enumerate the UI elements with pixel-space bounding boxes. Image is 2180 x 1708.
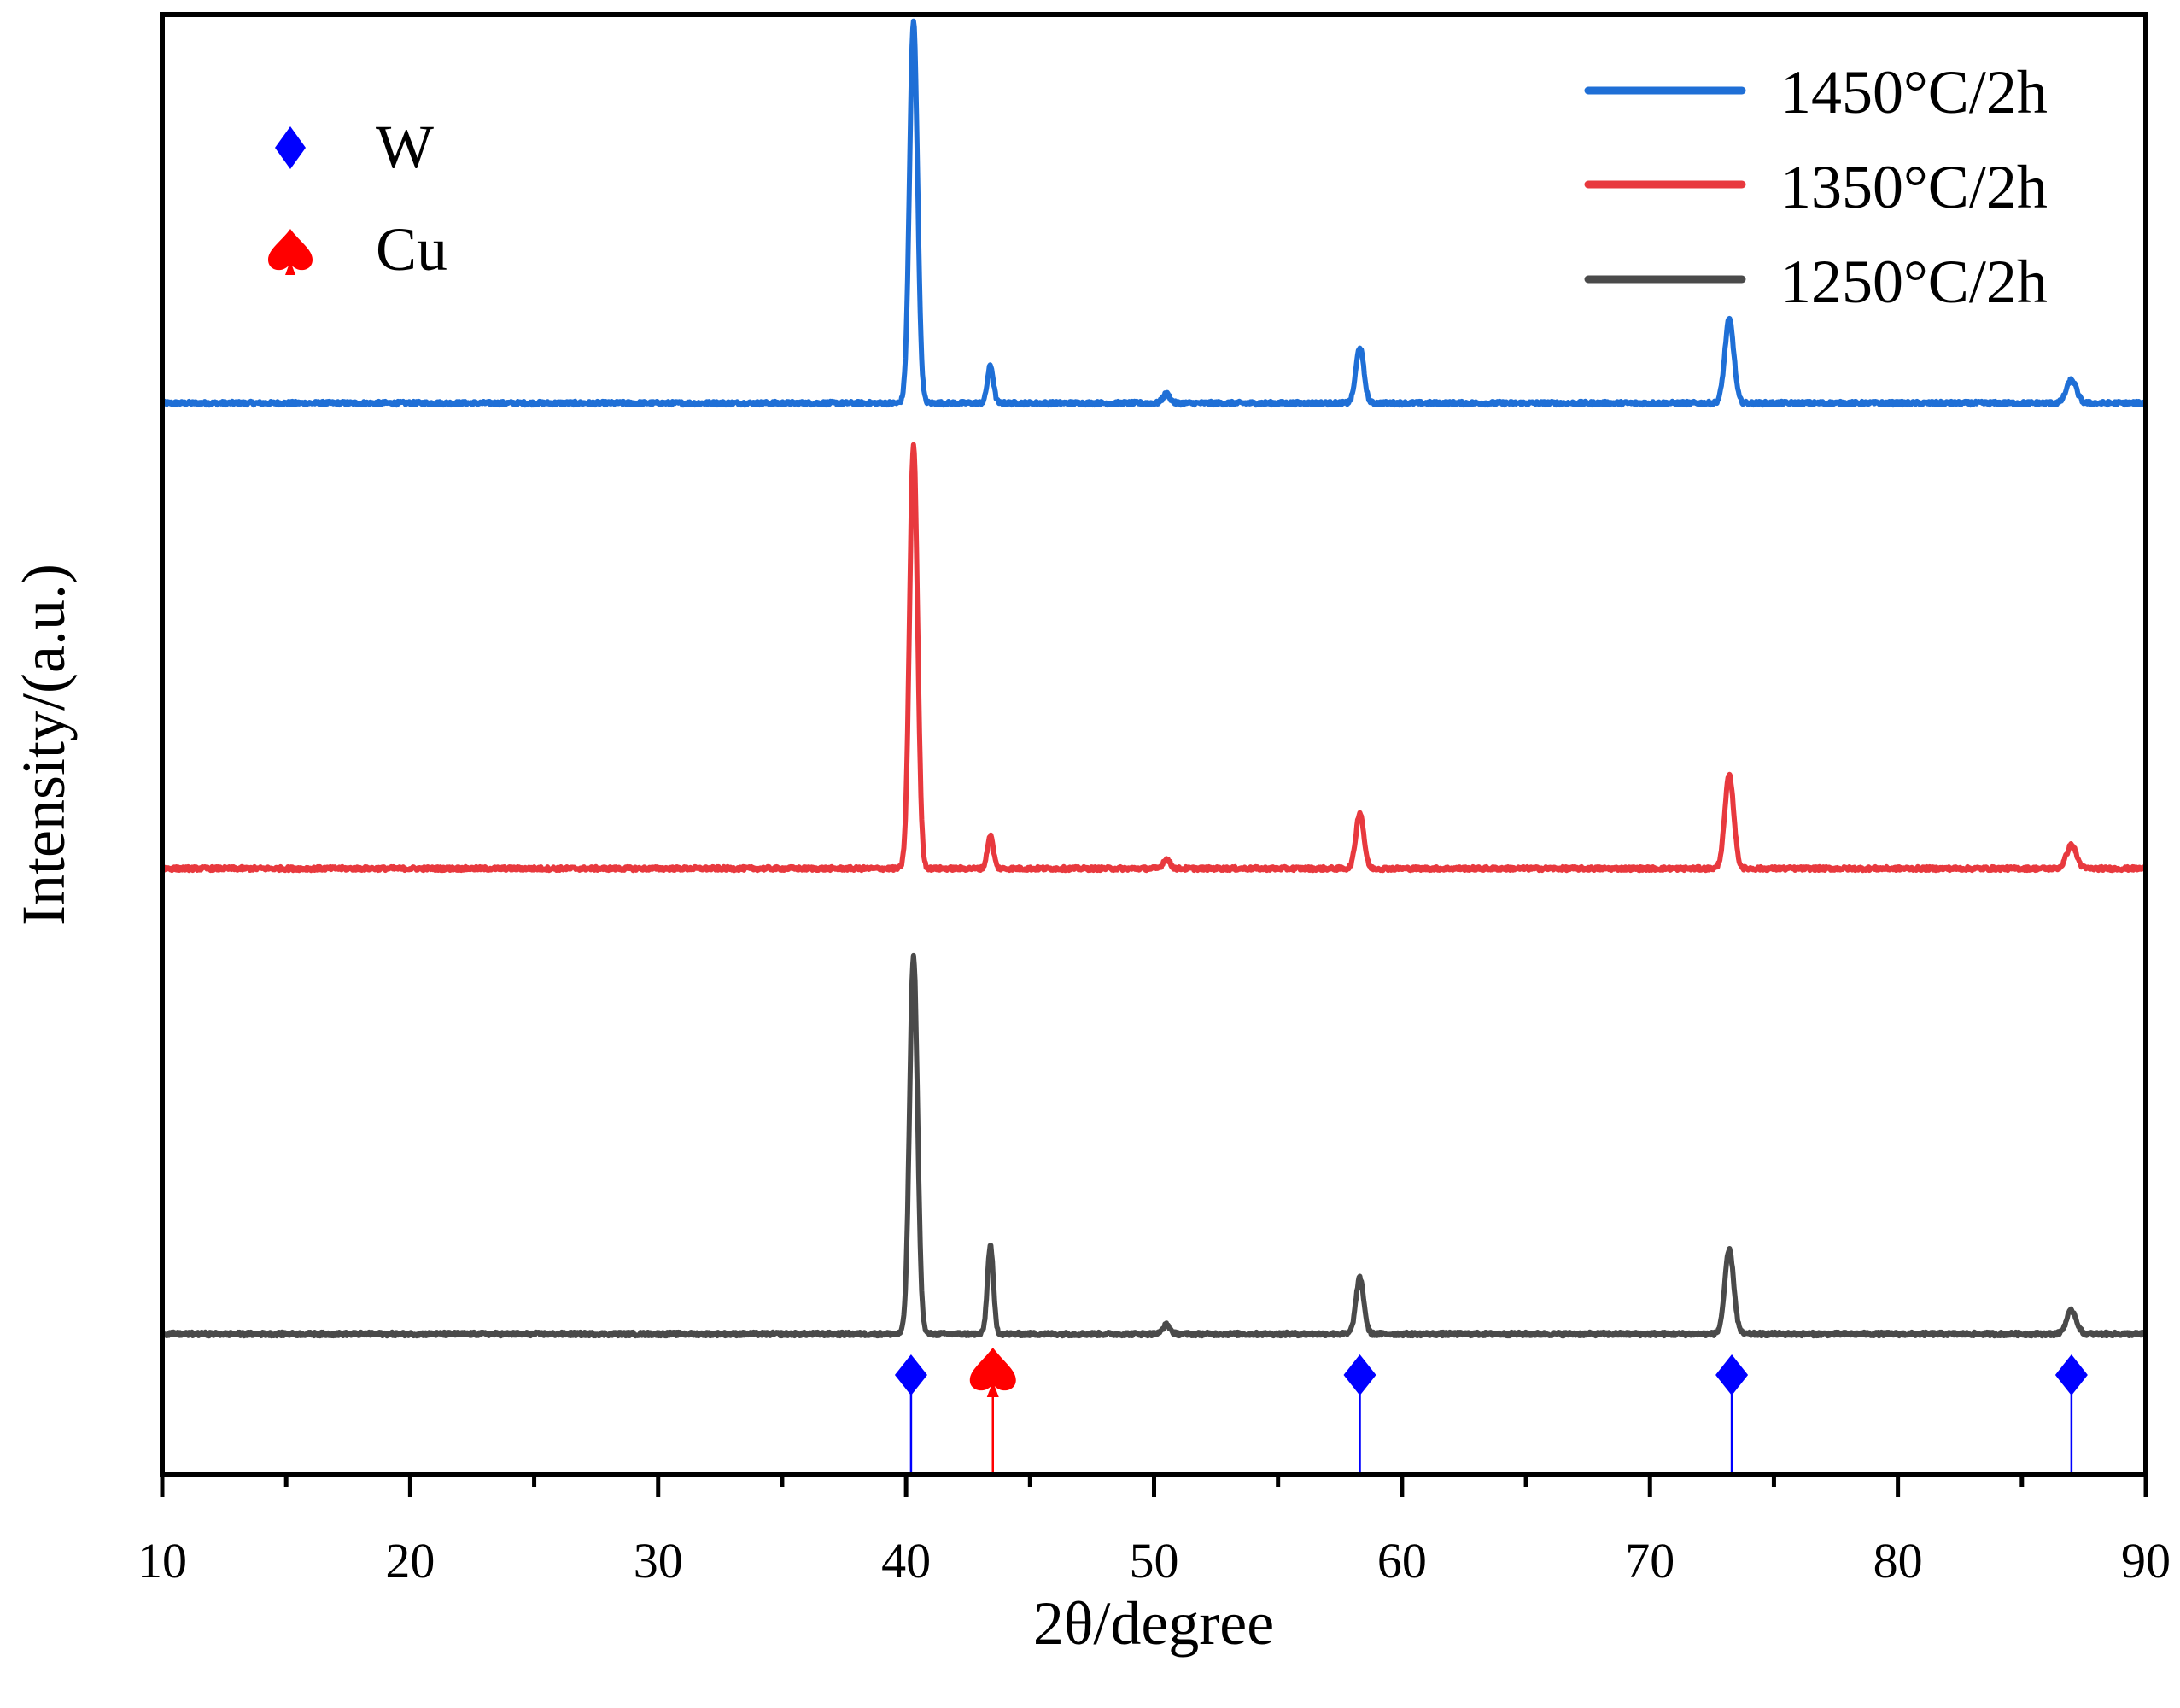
series-legend-item-1450: 1450°C/2h	[1584, 58, 2048, 126]
x-axis-ticks	[160, 1475, 2148, 1497]
phase-legend-label-w: W	[376, 113, 434, 181]
w-diamond-icon	[894, 1354, 927, 1395]
x-axis-tick-labels: 10 20 30 40 50 60 70 80 90	[137, 1533, 2171, 1588]
phase-legend-item-cu: Cu	[268, 215, 447, 284]
x-tick-label: 90	[2121, 1533, 2171, 1588]
series-legend-item-1350: 1350°C/2h	[1584, 153, 2048, 221]
y-axis-title: Intensity/(a.u.)	[9, 564, 78, 926]
cu-spade-icon	[268, 229, 313, 275]
x-tick-label: 10	[137, 1533, 187, 1588]
phase-legend: W Cu	[268, 113, 447, 284]
x-tick-label: 30	[634, 1533, 683, 1588]
series-legend-label-1350: 1350°C/2h	[1780, 153, 2048, 221]
series-legend-label-1250: 1250°C/2h	[1780, 248, 2048, 316]
series-layer	[160, 18, 2148, 1339]
w-diamond-icon	[2054, 1354, 2088, 1395]
w-diamond-icon	[1715, 1354, 1749, 1395]
x-tick-label: 70	[1625, 1533, 1674, 1588]
x-tick-label: 40	[881, 1533, 931, 1588]
w-diamond-icon	[275, 126, 306, 169]
x-tick-label: 50	[1130, 1533, 1179, 1588]
series-legend-label-1450: 1450°C/2h	[1780, 58, 2048, 126]
series-line-14502	[160, 18, 2148, 408]
plot-frame	[160, 12, 2148, 1477]
series-line-13502	[160, 442, 2148, 874]
series-line-12502	[160, 952, 2148, 1339]
x-axis-title: 2θ/degree	[1033, 1589, 1274, 1658]
x-tick-label: 60	[1377, 1533, 1427, 1588]
phase-legend-label-cu: Cu	[376, 215, 447, 284]
reference-lines-layer	[894, 1348, 2088, 1475]
x-tick-label: 80	[1873, 1533, 1923, 1588]
phase-legend-item-w: W	[275, 113, 434, 181]
cu-spade-icon	[969, 1348, 1016, 1397]
series-legend: 1450°C/2h 1350°C/2h 1250°C/2h	[1584, 58, 2048, 316]
series-legend-item-1250: 1250°C/2h	[1584, 248, 2048, 316]
w-diamond-icon	[1343, 1354, 1376, 1395]
x-tick-label: 20	[385, 1533, 435, 1588]
